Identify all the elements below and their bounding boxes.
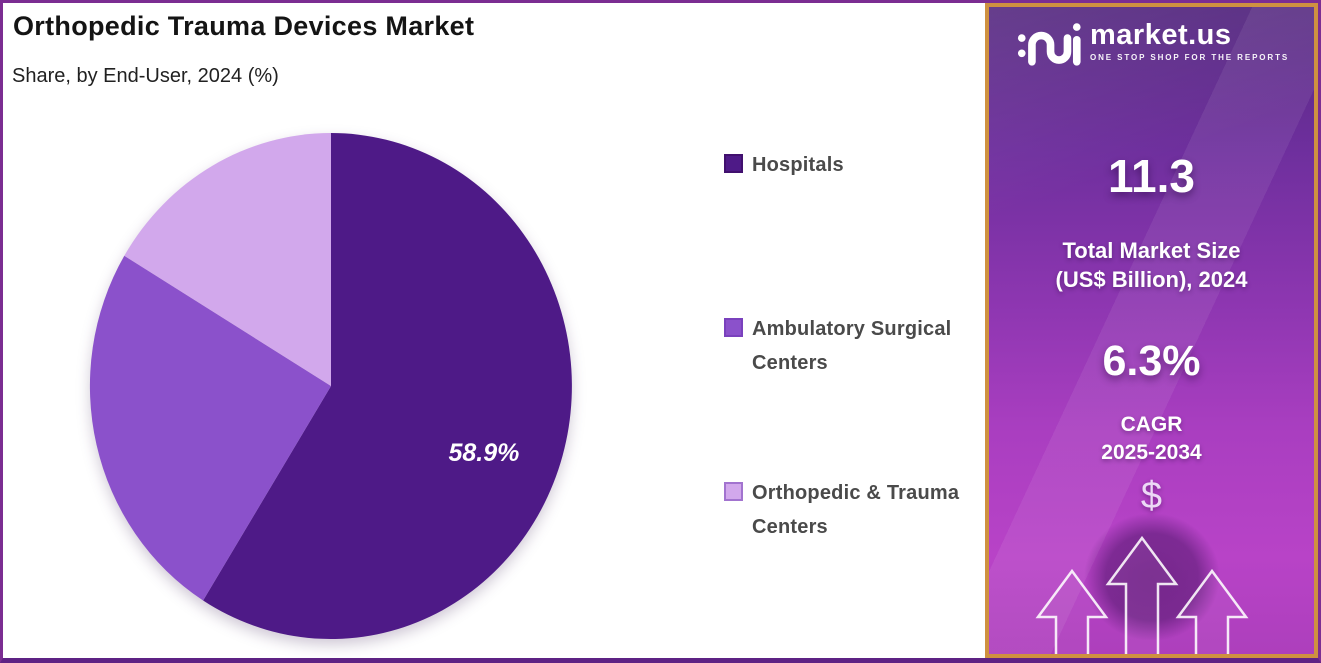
market-size-value: 11.3 <box>1108 150 1195 202</box>
cagr-label: CAGR 2025-2034 <box>989 411 1314 467</box>
market-size-label-line2: (US$ Billion), 2024 <box>1055 267 1248 292</box>
circle-backdrop <box>1083 513 1220 641</box>
legend-item-label: Ambulatory Surgical Centers <box>752 318 952 374</box>
stats-sidebar: market.us ONE STOP SHOP FOR THE REPORTS … <box>985 3 1318 658</box>
growth-arrow-right-icon <box>1175 568 1248 654</box>
chart-subtitle: Share, by End-User, 2024 (%) <box>12 65 279 87</box>
pie-data-label: 58.9% <box>448 439 519 467</box>
legend-swatch-icon <box>724 154 743 173</box>
cagr-value: 6.3% <box>1102 337 1201 385</box>
legend-item: Ambulatory Surgical Centers <box>724 312 972 380</box>
brand-text-block: market.us ONE STOP SHOP FOR THE REPORTS <box>1090 19 1289 62</box>
legend-swatch-icon <box>724 482 743 501</box>
growth-arrow-middle-icon <box>1105 536 1178 654</box>
pie-slice-1 <box>89 255 331 601</box>
legend-item-label: Hospitals <box>752 154 844 176</box>
legend-item: Hospitals <box>724 148 972 182</box>
cagr-label-text: CAGR <box>1120 413 1183 436</box>
brand-name: market.us <box>1090 19 1232 51</box>
cagr-period: 2025-2034 <box>1101 441 1202 464</box>
legend-item-label: Orthopedic & Trauma Centers <box>752 482 960 538</box>
brand-logo: market.us ONE STOP SHOP FOR THE REPORTS <box>1015 19 1289 69</box>
dollar-icon: $ <box>1140 475 1163 517</box>
chart-area: Orthopedic Trauma Devices Market Share, … <box>3 3 985 658</box>
growth-arrow-left-icon <box>1035 568 1108 654</box>
chart-legend: Hospitals Ambulatory Surgical Centers Or… <box>724 148 972 658</box>
page-title: Orthopedic Trauma Devices Market <box>13 11 475 41</box>
pie-slice-0 <box>203 133 572 639</box>
pie-chart: 58.9% <box>89 132 572 639</box>
market-us-logo-icon <box>1017 23 1081 66</box>
brand-tagline: ONE STOP SHOP FOR THE REPORTS <box>1090 53 1290 62</box>
pie-slice-2 <box>124 132 331 386</box>
market-size-label-line1: Total Market Size <box>1062 238 1241 263</box>
legend-item: Orthopedic & Trauma Centers <box>724 476 972 544</box>
growth-arrows-icon <box>1035 536 1248 654</box>
legend-swatch-icon <box>724 318 743 337</box>
market-size-label: Total Market Size (US$ Billion), 2024 <box>989 236 1314 294</box>
